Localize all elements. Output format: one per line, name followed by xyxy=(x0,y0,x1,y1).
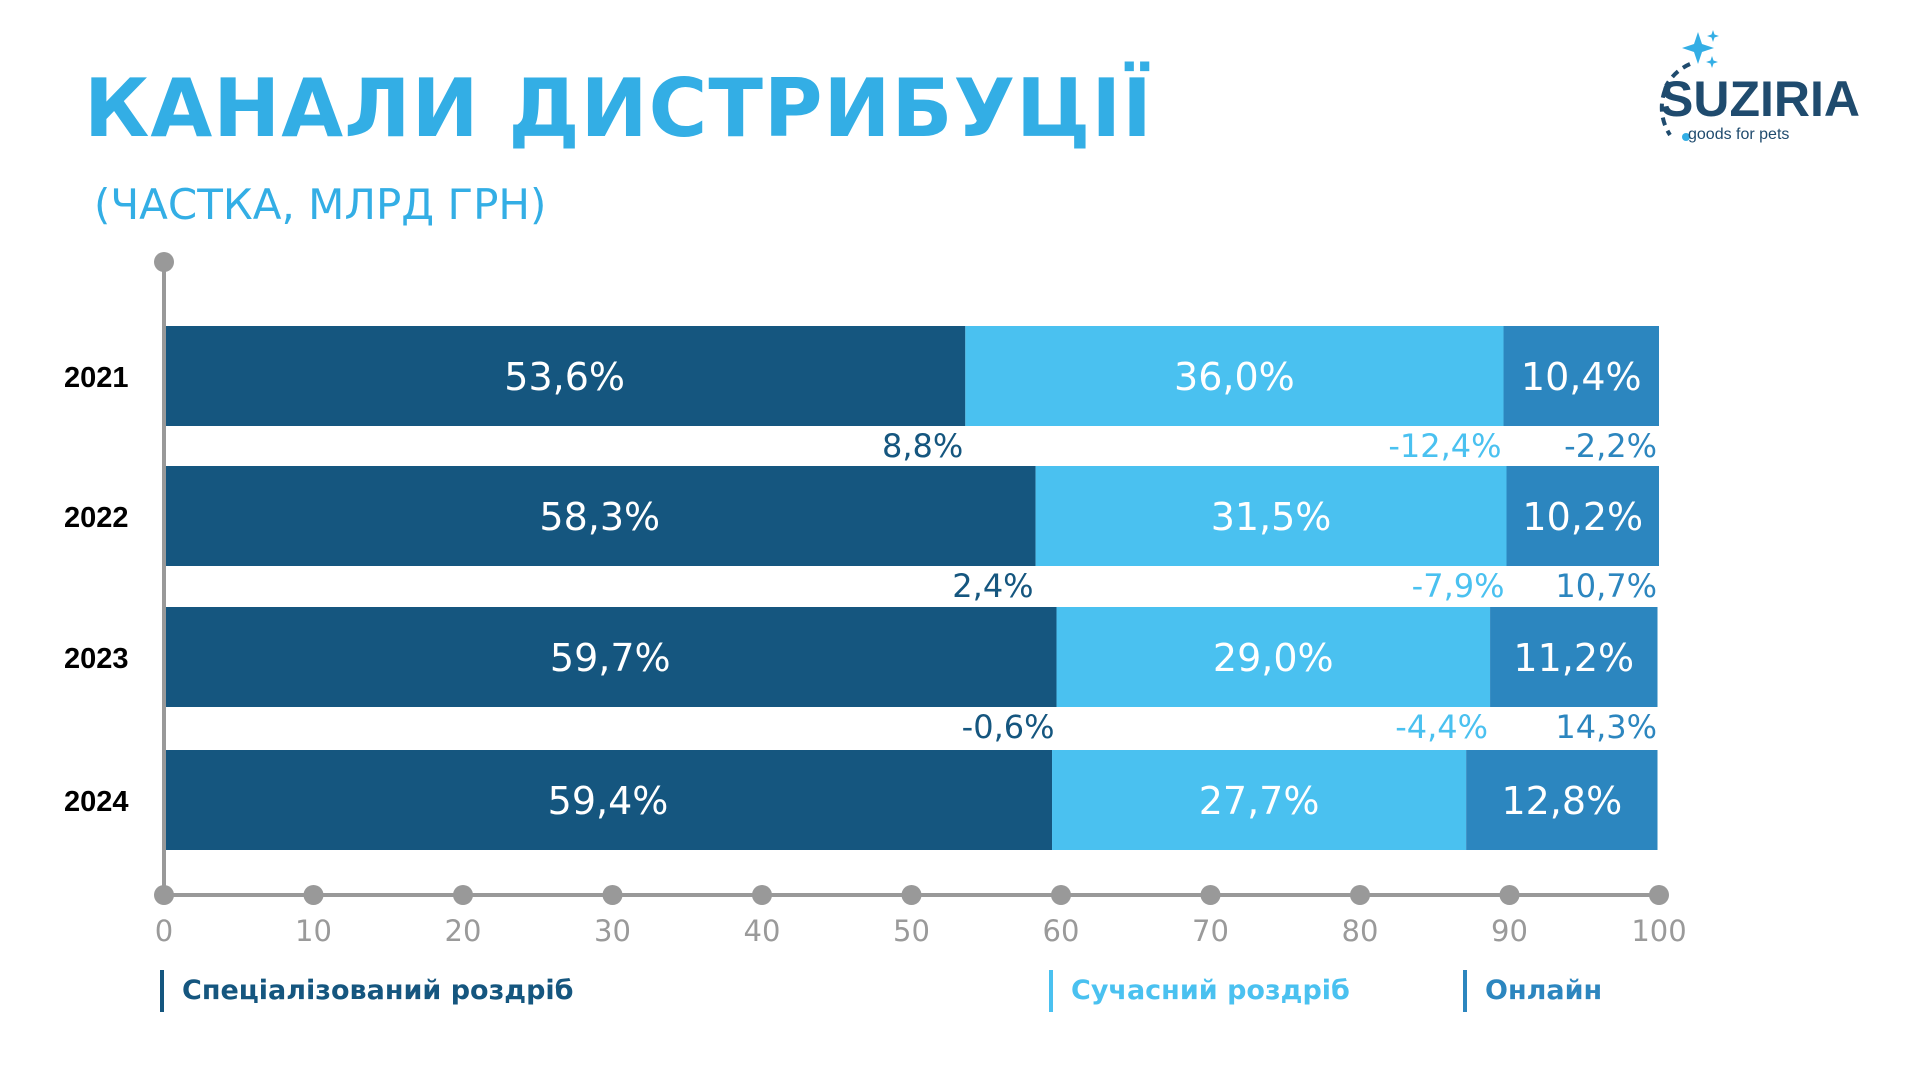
change-label-modern: -4,4% xyxy=(1395,708,1488,746)
change-label-online: 10,7% xyxy=(1555,567,1657,605)
x-tick-dot xyxy=(1350,885,1370,905)
x-tick-dot xyxy=(752,885,772,905)
bar-specialized-2024 xyxy=(164,750,1053,850)
x-tick-dot xyxy=(154,885,174,905)
bar-label-specialized-2022: 58,3% xyxy=(539,495,660,539)
change-label-specialized: -0,6% xyxy=(962,708,1055,746)
page-subtitle: (ЧАСТКА, МЛРД ГРН) xyxy=(94,180,547,229)
change-label-modern: -7,9% xyxy=(1412,567,1505,605)
x-tick-label: 30 xyxy=(594,914,631,948)
change-label-specialized: 2,4% xyxy=(952,567,1033,605)
bar-label-online-2023: 11,2% xyxy=(1513,636,1634,680)
x-tick-label: 90 xyxy=(1491,914,1528,948)
x-tick-label: 20 xyxy=(445,914,482,948)
bar-specialized-2021 xyxy=(164,326,966,426)
change-label-specialized: 8,8% xyxy=(882,427,963,465)
year-label-2022: 2022 xyxy=(64,502,129,534)
x-tick-label: 60 xyxy=(1043,914,1080,948)
bar-modern-2021 xyxy=(965,326,1504,426)
page-title: КАНАЛИ ДИСТРИБУЦІЇ xyxy=(84,62,1153,155)
year-label-2024: 2024 xyxy=(64,786,129,818)
x-tick-dot xyxy=(453,885,473,905)
bar-modern-2023 xyxy=(1056,607,1491,707)
x-tick-dot xyxy=(602,885,623,905)
x-tick-label: 70 xyxy=(1192,914,1229,948)
x-tick-dot xyxy=(1200,885,1221,905)
bar-label-specialized-2024: 59,4% xyxy=(548,779,669,823)
bar-label-modern-2021: 36,0% xyxy=(1174,355,1295,399)
bar-label-modern-2024: 27,7% xyxy=(1199,779,1320,823)
x-tick-dot xyxy=(303,885,324,905)
year-label-2021: 2021 xyxy=(64,362,129,394)
bar-online-2024 xyxy=(1466,750,1658,850)
bar-label-specialized-2021: 53,6% xyxy=(504,355,625,399)
x-tick-label: 100 xyxy=(1631,914,1686,948)
bar-specialized-2023 xyxy=(164,607,1057,707)
bar-label-online-2021: 10,4% xyxy=(1521,355,1642,399)
logo-tagline: goods for pets xyxy=(1688,126,1790,143)
x-tick-dot xyxy=(901,885,922,905)
x-tick-dot xyxy=(1499,885,1520,905)
change-label-modern: -12,4% xyxy=(1388,427,1501,465)
x-tick-label: 80 xyxy=(1342,914,1379,948)
y-axis-end-dot xyxy=(154,252,174,272)
bar-specialized-2022 xyxy=(164,466,1036,566)
bar-label-online-2024: 12,8% xyxy=(1501,779,1622,823)
x-tick-label: 40 xyxy=(744,914,781,948)
bar-label-online-2022: 10,2% xyxy=(1522,495,1643,539)
logo-stars-icon xyxy=(1659,30,1719,141)
bar-online-2023 xyxy=(1490,607,1658,707)
bar-modern-2022 xyxy=(1035,466,1507,566)
x-tick-dot xyxy=(1649,885,1669,905)
logo-wordmark: SUZIRIA xyxy=(1660,71,1860,127)
legend-modern: Сучасний роздріб xyxy=(1049,970,1350,1012)
bar-online-2021 xyxy=(1503,326,1659,426)
legend-specialized: Спеціалізований роздріб xyxy=(160,970,574,1012)
bar-label-specialized-2023: 59,7% xyxy=(550,636,671,680)
change-label-online: -2,2% xyxy=(1564,427,1657,465)
year-label-2023: 2023 xyxy=(64,643,129,675)
x-tick-label: 0 xyxy=(155,914,173,948)
bar-label-modern-2023: 29,0% xyxy=(1213,636,1334,680)
bar-online-2022 xyxy=(1506,466,1659,566)
change-label-online: 14,3% xyxy=(1555,708,1657,746)
suziria-logo: SUZIRIA goods for pets xyxy=(1630,30,1860,150)
legend-online: Онлайн xyxy=(1463,970,1602,1012)
bar-modern-2024 xyxy=(1052,750,1467,850)
x-tick-label: 10 xyxy=(295,914,332,948)
x-tick-dot xyxy=(1051,885,1071,905)
x-tick-label: 50 xyxy=(893,914,930,948)
bar-label-modern-2022: 31,5% xyxy=(1211,495,1332,539)
